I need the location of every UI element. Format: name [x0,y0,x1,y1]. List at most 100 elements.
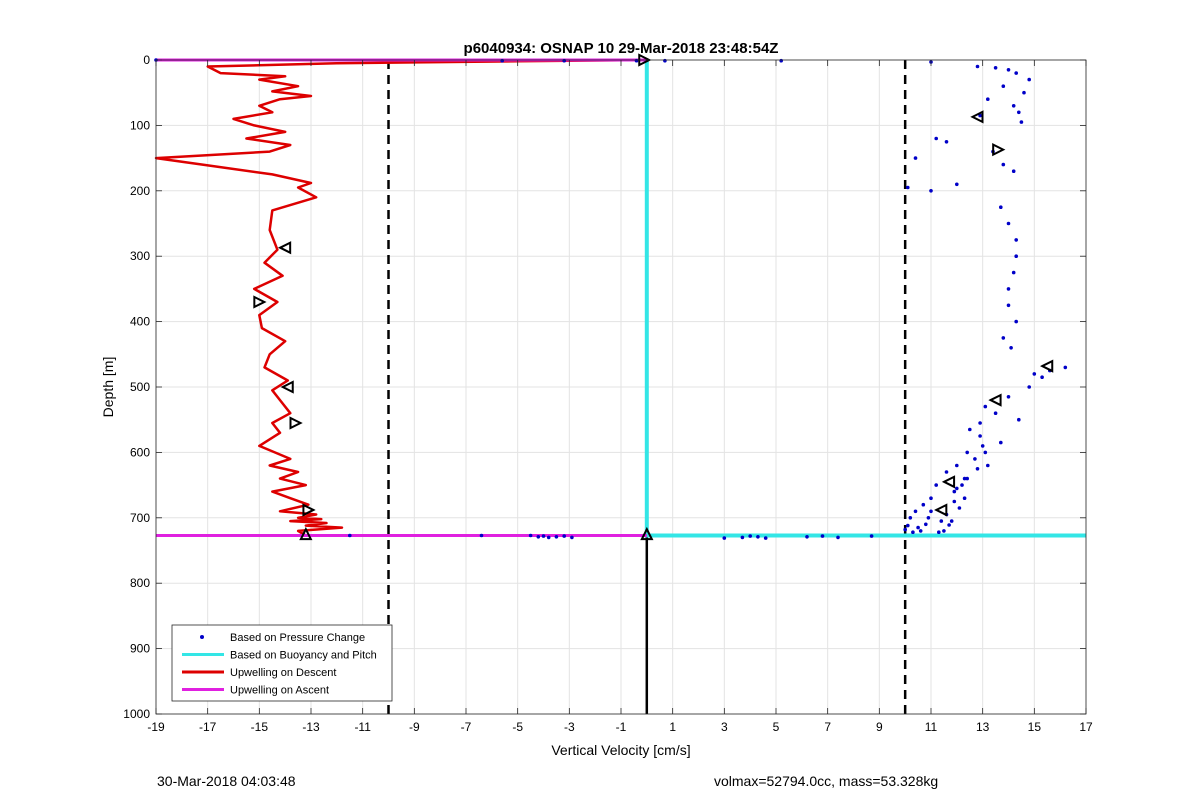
y-tick-label: 600 [130,445,150,459]
pressure-point [921,502,926,507]
x-tick-label: -13 [302,720,320,734]
pressure-point [955,486,959,491]
x-tick-label: 15 [1028,720,1042,734]
pressure-point [1040,375,1044,380]
pressure-point [1009,346,1013,350]
pressure-point [978,421,982,425]
direction-marker [934,503,948,517]
pressure-point [908,516,913,520]
pressure-point [934,483,938,487]
footer-vehicle-info: volmax=52794.0cc, mass=53.328kg [714,773,939,789]
pressure-point [562,534,566,538]
y-tick-label: 800 [130,576,150,590]
footer-timestamp: 30-Mar-2018 04:03:48 [157,773,296,789]
x-tick-label: -5 [512,720,523,734]
pressure-point [952,489,957,494]
pressure-point [918,529,923,533]
direction-marker [289,416,303,430]
pressure-point [1014,238,1018,242]
pressure-point [965,476,969,481]
pressure-point [955,463,959,468]
pressure-point [748,534,752,538]
pressure-point [947,523,951,527]
pressure-point [805,535,809,539]
pressure-point [536,535,541,539]
pressure-point [983,450,988,455]
grid-lines [155,59,1087,715]
pressure-point [986,463,990,468]
pressure-point [993,411,998,416]
pressure-point [348,533,352,538]
legend-label: Based on Buoyancy and Pitch [230,650,377,662]
pressure-point [1019,120,1024,124]
y-axis-label: Depth [m] [100,357,116,418]
pressure-point [903,527,907,532]
direction-marker [640,526,654,541]
pressure-point [939,519,944,523]
pressure-point [999,440,1003,445]
pressure-point [937,530,941,534]
pressure-point [929,496,933,501]
pressure-point [916,525,920,530]
legend-label: Upwelling on Ascent [230,685,329,697]
pressure-point [1014,71,1018,75]
x-tick-label: 5 [773,720,780,734]
pressure-point [978,434,982,438]
pressure-point [1011,104,1016,108]
y-tick-label: 700 [130,511,150,525]
pressure-point [983,404,988,409]
legend-label: Based on Pressure Change [230,632,365,644]
x-axis-label: Vertical Velocity [cm/s] [551,742,690,758]
pressure-point [500,58,505,63]
pressure-point [906,185,910,190]
x-tick-label: 1 [669,720,676,734]
pressure-point [906,523,910,528]
pressure-point [986,97,990,101]
pressure-point [756,535,760,539]
pressure-point [1001,336,1006,340]
pressure-point [1006,287,1011,291]
pressure-point [570,535,574,540]
x-tick-label: -1 [616,720,627,734]
y-tick-label: 300 [130,249,150,263]
pressure-point [1001,162,1006,167]
y-tick-label: 100 [130,118,150,132]
pressure-point [634,58,639,63]
direction-marker [277,241,292,255]
pressure-point [528,533,533,538]
direction-marker [970,110,984,124]
x-tick-label: 7 [824,720,831,734]
pressure-point [763,536,768,540]
pressure-point [929,189,933,193]
pressure-point [740,535,745,540]
pressure-point [1027,77,1031,82]
pressure-point [975,467,980,471]
pressure-point [1006,395,1011,399]
pressure-point [913,509,918,514]
pressure-point [820,534,825,538]
pressure-point [1022,90,1026,95]
y-tick-label: 1000 [123,707,150,721]
pressure-point [1014,254,1018,258]
pressure-point [836,535,840,540]
series-buoyancy-pitch [644,60,1086,538]
legend-swatch [200,635,204,639]
y-axis-ticks: 0 100 200 300 400 500 600 700 800 900 1000 [123,53,1086,721]
pressure-point [942,529,946,533]
x-tick-label: -7 [461,720,472,734]
pressure-point [541,534,546,538]
direction-marker [302,503,316,517]
y-tick-label: 900 [130,642,150,656]
pressure-point [1006,303,1011,308]
pressure-point [978,113,982,118]
pressure-point [913,156,918,160]
pressure-point [993,66,998,70]
pressure-point [479,533,484,538]
legend-label: Upwelling on Descent [230,667,336,679]
pressure-point [546,535,551,540]
pressure-point [1027,385,1031,389]
marker-layer [253,53,1054,541]
direction-marker [988,393,1002,407]
x-tick-label: 9 [876,720,883,734]
